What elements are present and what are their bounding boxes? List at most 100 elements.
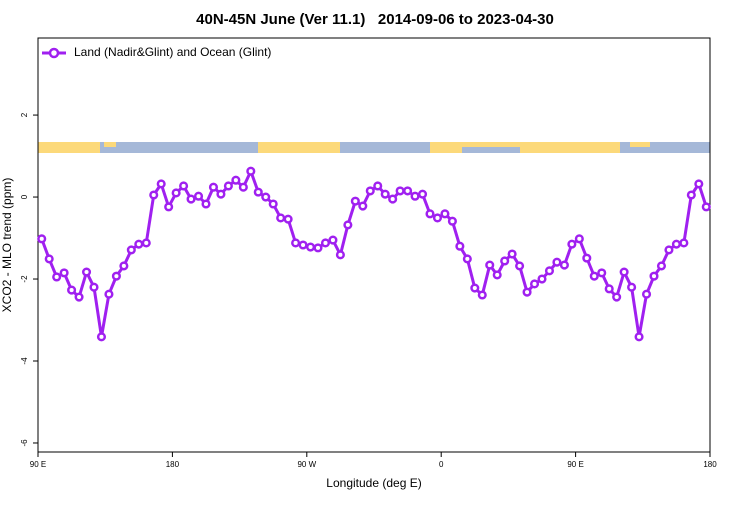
point (186, 194, 196, 204)
point (313, 243, 323, 253)
point (485, 260, 495, 270)
point (89, 282, 99, 292)
point (455, 241, 465, 251)
point (559, 260, 569, 270)
point (477, 290, 487, 300)
point (425, 209, 435, 219)
x-tick-label: 0 (439, 460, 444, 469)
point (238, 182, 248, 192)
x-tick-label: 180 (166, 460, 180, 469)
plot-frame (37, 37, 711, 453)
point (358, 201, 368, 211)
point (470, 283, 480, 293)
point (246, 166, 256, 176)
y-tick-label: -2 (20, 275, 29, 283)
point (537, 274, 547, 284)
point (328, 235, 338, 245)
point (335, 250, 345, 260)
y-tick-label: -6 (20, 439, 29, 447)
point (119, 261, 129, 271)
point (410, 191, 420, 201)
y-axis-label: XCO2 - MLO trend (ppm) (0, 178, 14, 313)
chart-title: 40N-45N June (Ver 11.1) 2014-09-06 to 20… (196, 11, 554, 28)
point (395, 186, 405, 196)
point (567, 239, 577, 249)
point (649, 271, 659, 281)
point (276, 213, 286, 223)
point (67, 285, 77, 295)
point (679, 238, 689, 248)
point (612, 292, 622, 302)
point (164, 202, 174, 212)
point (656, 261, 667, 271)
point (671, 239, 681, 249)
point (686, 190, 696, 200)
point (193, 191, 204, 201)
point (268, 199, 278, 209)
point (492, 270, 502, 280)
point (529, 279, 540, 289)
x-tick-label: 90 W (297, 460, 316, 469)
point (462, 254, 472, 264)
land-ocean-strip (38, 142, 710, 153)
point (96, 332, 107, 342)
point (111, 271, 121, 281)
point (52, 272, 62, 282)
x-axis-label: Longitude (deg E) (326, 476, 421, 490)
point (223, 181, 233, 191)
point (627, 282, 637, 292)
point (141, 238, 151, 248)
point (253, 187, 263, 197)
x-tick-label: 90 E (567, 460, 583, 469)
point (350, 196, 360, 206)
point (343, 220, 353, 230)
point (291, 238, 301, 248)
point (664, 245, 674, 255)
point (574, 234, 584, 244)
x-tick-label: 180 (703, 460, 717, 469)
point (597, 268, 607, 278)
point (104, 289, 114, 299)
point (283, 214, 293, 224)
series-line (40, 167, 708, 338)
point (149, 190, 159, 200)
point (156, 179, 166, 189)
point (515, 261, 525, 271)
point (171, 188, 181, 198)
point (619, 267, 629, 277)
point (179, 181, 189, 191)
point (216, 189, 226, 199)
point (447, 216, 457, 226)
point (298, 240, 308, 250)
y-tick-label: -4 (20, 357, 29, 365)
point (320, 238, 331, 248)
y-tick-label: 0 (20, 194, 29, 199)
point (201, 199, 211, 209)
point (380, 189, 390, 199)
point (403, 186, 413, 196)
point (507, 249, 517, 259)
point (388, 194, 398, 204)
point (373, 181, 383, 191)
y-tick-label: 2 (20, 112, 29, 117)
point (634, 332, 644, 342)
point (74, 292, 84, 302)
point (701, 202, 711, 212)
legend-label: Land (Nadir&Glint) and Ocean (Glint) (74, 45, 271, 59)
point (37, 234, 47, 244)
point (604, 284, 614, 294)
point (432, 213, 443, 223)
point (694, 179, 704, 189)
point (641, 289, 652, 299)
point (134, 239, 144, 249)
point (440, 209, 450, 219)
point (582, 253, 592, 263)
point (305, 242, 316, 252)
x-tick-label: 90 E (30, 460, 46, 469)
point (44, 254, 54, 264)
point (81, 267, 92, 277)
point (589, 271, 599, 281)
point (544, 266, 555, 276)
point (500, 256, 510, 266)
